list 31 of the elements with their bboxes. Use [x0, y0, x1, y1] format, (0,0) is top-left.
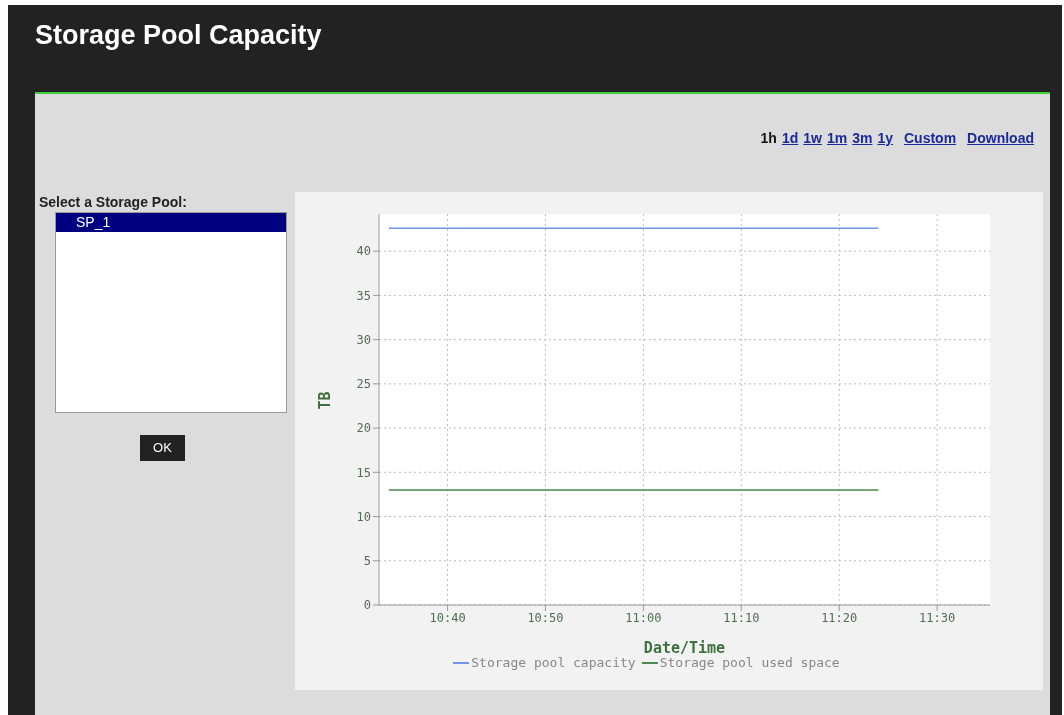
legend-label: Storage pool capacity [471, 655, 636, 670]
y-tick-label: 40 [356, 244, 371, 259]
y-tick-label: 0 [363, 598, 371, 613]
text: 1w [803, 130, 822, 146]
x-tick-label: 11:10 [723, 610, 760, 625]
text: Select a Storage Pool: [39, 194, 187, 210]
y-tick-label: 20 [356, 421, 371, 436]
text: 3m [852, 130, 873, 146]
text: 1m [826, 130, 848, 146]
text: 1d [781, 130, 799, 146]
text: Custom [903, 130, 957, 146]
text: Download [967, 130, 1034, 146]
text: 1h [760, 130, 777, 146]
text: 1y [877, 130, 893, 146]
text: SP_1 [56, 213, 286, 232]
x-tick-label: 11:30 [919, 610, 956, 625]
y-tick-label: 30 [356, 332, 371, 347]
chart-title: Storage Pool Capacity [35, 20, 322, 51]
y-tick-label: 25 [356, 377, 371, 392]
legend-label: Storage pool used space [659, 655, 840, 670]
y-tick-label: 35 [356, 288, 371, 303]
x-tick-label: 11:20 [821, 610, 858, 625]
text: OK [140, 435, 185, 461]
y-tick-label: 10 [356, 509, 371, 524]
y-tick-label: 5 [363, 554, 371, 569]
y-tick-label: 15 [356, 465, 371, 480]
x-axis-title: Date/Time [643, 639, 726, 657]
x-tick-label: 10:50 [527, 610, 564, 625]
x-tick-label: 11:00 [625, 610, 662, 625]
x-tick-label: 10:40 [429, 610, 466, 625]
y-axis-title: TB [316, 391, 335, 410]
